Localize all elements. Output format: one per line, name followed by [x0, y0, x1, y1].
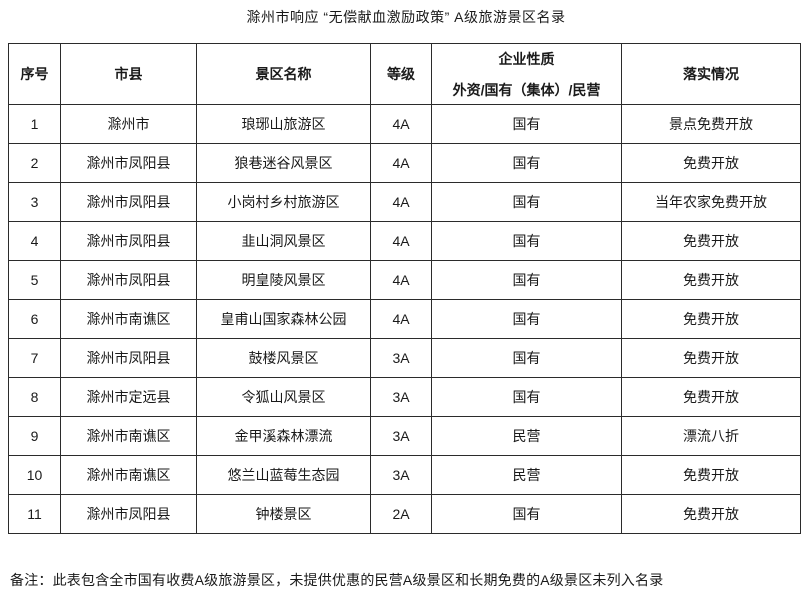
- table-body: 1 滁州市 琅琊山旅游区 4A 国有 景点免费开放 2 滁州市凤阳县 狼巷迷谷风…: [8, 104, 801, 534]
- cell-level: 3A: [370, 338, 432, 378]
- table-row: 10 滁州市南谯区 悠兰山蓝莓生态园 3A 民营 免费开放: [8, 455, 801, 495]
- cell-status: 免费开放: [621, 299, 801, 339]
- cell-county: 滁州市凤阳县: [60, 143, 197, 183]
- cell-name: 皇甫山国家森林公园: [196, 299, 371, 339]
- cell-name: 鼓楼风景区: [196, 338, 371, 378]
- cell-status: 免费开放: [621, 260, 801, 300]
- cell-level: 4A: [370, 221, 432, 261]
- table-row: 9 滁州市南谯区 金甲溪森林漂流 3A 民营 漂流八折: [8, 416, 801, 456]
- cell-name: 钟楼景区: [196, 494, 371, 534]
- header-cell-name: 景区名称: [196, 43, 371, 105]
- cell-index: 1: [8, 104, 61, 144]
- header-cell-status: 落实情况: [621, 43, 801, 105]
- cell-county: 滁州市凤阳县: [60, 494, 197, 534]
- cell-nature: 国有: [431, 143, 622, 183]
- cell-level: 4A: [370, 104, 432, 144]
- cell-index: 10: [8, 455, 61, 495]
- cell-status: 漂流八折: [621, 416, 801, 456]
- cell-index: 7: [8, 338, 61, 378]
- cell-county: 滁州市定远县: [60, 377, 197, 417]
- table-row: 1 滁州市 琅琊山旅游区 4A 国有 景点免费开放: [8, 104, 801, 144]
- cell-name: 小岗村乡村旅游区: [196, 182, 371, 222]
- cell-index: 4: [8, 221, 61, 261]
- footnote-text: 备注：此表包含全市国有收费A级旅游景区，未提供优惠的民营A级景区和长期免费的A级…: [10, 572, 664, 588]
- cell-name: 悠兰山蓝莓生态园: [196, 455, 371, 495]
- cell-level: 4A: [370, 143, 432, 183]
- cell-county: 滁州市南谯区: [60, 455, 197, 495]
- cell-status: 免费开放: [621, 221, 801, 261]
- cell-index: 11: [8, 494, 61, 534]
- table-row: 6 滁州市南谯区 皇甫山国家森林公园 4A 国有 免费开放: [8, 299, 801, 339]
- header-cell-county: 市县: [60, 43, 197, 105]
- cell-index: 3: [8, 182, 61, 222]
- cell-county: 滁州市凤阳县: [60, 182, 197, 222]
- scenic-areas-table: 序号 市县 景区名称 等级 企业性质 外资/国有（集体）/民营 落实情况 1 滁…: [8, 43, 801, 534]
- cell-level: 4A: [370, 299, 432, 339]
- cell-index: 5: [8, 260, 61, 300]
- cell-level: 4A: [370, 182, 432, 222]
- cell-name: 明皇陵风景区: [196, 260, 371, 300]
- cell-nature: 国有: [431, 494, 622, 534]
- cell-status: 当年农家免费开放: [621, 182, 801, 222]
- table-row: 7 滁州市凤阳县 鼓楼风景区 3A 国有 免费开放: [8, 338, 801, 378]
- cell-nature: 国有: [431, 182, 622, 222]
- cell-index: 8: [8, 377, 61, 417]
- cell-nature: 国有: [431, 377, 622, 417]
- cell-status: 免费开放: [621, 377, 801, 417]
- cell-index: 9: [8, 416, 61, 456]
- cell-nature: 国有: [431, 221, 622, 261]
- table-row: 11 滁州市凤阳县 钟楼景区 2A 国有 免费开放: [8, 494, 801, 534]
- cell-county: 滁州市凤阳县: [60, 338, 197, 378]
- header-cell-level: 等级: [370, 43, 432, 105]
- cell-county: 滁州市凤阳县: [60, 260, 197, 300]
- cell-level: 3A: [370, 416, 432, 456]
- header-cell-index: 序号: [8, 43, 61, 105]
- table-row: 4 滁州市凤阳县 韭山洞风景区 4A 国有 免费开放: [8, 221, 801, 261]
- cell-level: 2A: [370, 494, 432, 534]
- cell-county: 滁州市南谯区: [60, 416, 197, 456]
- header-enterprise-line2: 外资/国有（集体）/民营: [452, 81, 601, 98]
- cell-status: 免费开放: [621, 338, 801, 378]
- cell-name: 韭山洞风景区: [196, 221, 371, 261]
- cell-level: 3A: [370, 455, 432, 495]
- header-row: 序号 市县 景区名称 等级 企业性质 外资/国有（集体）/民营 落实情况: [8, 43, 801, 105]
- table-row: 5 滁州市凤阳县 明皇陵风景区 4A 国有 免费开放: [8, 260, 801, 300]
- table-row: 8 滁州市定远县 令狐山风景区 3A 国有 免费开放: [8, 377, 801, 417]
- cell-nature: 民营: [431, 455, 622, 495]
- cell-index: 6: [8, 299, 61, 339]
- cell-county: 滁州市南谯区: [60, 299, 197, 339]
- cell-index: 2: [8, 143, 61, 183]
- cell-name: 狼巷迷谷风景区: [196, 143, 371, 183]
- cell-name: 琅琊山旅游区: [196, 104, 371, 144]
- cell-nature: 民营: [431, 416, 622, 456]
- cell-nature: 国有: [431, 260, 622, 300]
- table-row: 2 滁州市凤阳县 狼巷迷谷风景区 4A 国有 免费开放: [8, 143, 801, 183]
- table-header: 序号 市县 景区名称 等级 企业性质 外资/国有（集体）/民营 落实情况: [8, 43, 801, 105]
- cell-status: 免费开放: [621, 143, 801, 183]
- table-row: 3 滁州市凤阳县 小岗村乡村旅游区 4A 国有 当年农家免费开放: [8, 182, 801, 222]
- cell-nature: 国有: [431, 104, 622, 144]
- cell-county: 滁州市凤阳县: [60, 221, 197, 261]
- header-cell-enterprise: 企业性质 外资/国有（集体）/民营: [431, 43, 622, 105]
- cell-level: 3A: [370, 377, 432, 417]
- cell-nature: 国有: [431, 299, 622, 339]
- cell-level: 4A: [370, 260, 432, 300]
- cell-status: 景点免费开放: [621, 104, 801, 144]
- cell-status: 免费开放: [621, 455, 801, 495]
- page-title: 滁州市响应 “无偿献血激励政策” A级旅游景区名录: [246, 9, 566, 25]
- cell-nature: 国有: [431, 338, 622, 378]
- cell-status: 免费开放: [621, 494, 801, 534]
- cell-name: 令狐山风景区: [196, 377, 371, 417]
- cell-name: 金甲溪森林漂流: [196, 416, 371, 456]
- cell-county: 滁州市: [60, 104, 197, 144]
- header-enterprise-line1: 企业性质: [498, 50, 555, 67]
